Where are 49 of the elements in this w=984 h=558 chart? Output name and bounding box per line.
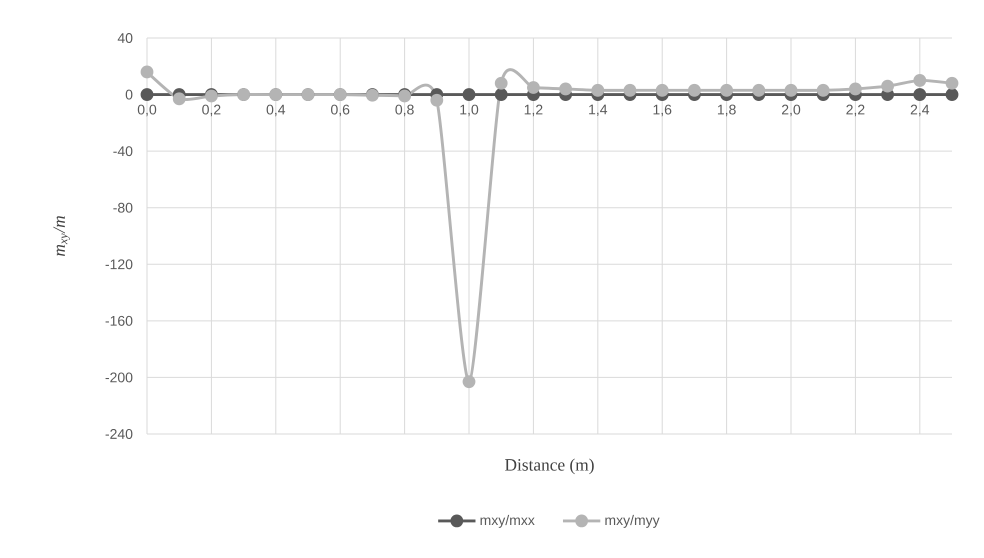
x-tick-label: 0,2: [202, 104, 220, 116]
point: [913, 74, 926, 87]
x-tick-label: 0,8: [395, 104, 414, 116]
point: [624, 84, 636, 97]
x-tick-label: 1,8: [718, 104, 736, 116]
x-tick-label: 0,0: [138, 104, 156, 116]
legend-label: mxy/mxx: [480, 514, 535, 528]
y-tick-label: 40: [118, 33, 132, 43]
point: [462, 375, 476, 388]
x-tick-label: 2,2: [846, 104, 864, 116]
x-tick-label: 1,0: [460, 104, 478, 116]
point: [784, 84, 798, 97]
legend-label: mxy/myy: [605, 514, 660, 528]
y-axis-title: m$_{xy}$/m: [53, 216, 70, 256]
y-tick-label: -120: [106, 259, 132, 270]
point: [494, 76, 508, 90]
point: [559, 82, 572, 96]
y-tick-label: -160: [106, 316, 132, 326]
point: [656, 84, 669, 97]
y-tick-label: -240: [106, 429, 132, 439]
x-tick-label: 0,4: [266, 104, 286, 116]
point: [527, 81, 540, 94]
point: [140, 88, 154, 101]
point: [172, 92, 186, 106]
point: [946, 88, 958, 101]
point: [720, 84, 734, 97]
y-tick-label: -80: [113, 202, 132, 213]
point: [462, 88, 476, 101]
x-axis-title: Distance (m): [505, 458, 594, 474]
y-tick-label: 0: [126, 90, 132, 100]
point: [591, 84, 604, 97]
point: [849, 82, 862, 96]
point: [430, 94, 444, 107]
x-tick-label: 0,6: [331, 104, 350, 116]
x-tick-label: 2,4: [910, 104, 930, 116]
point: [816, 84, 830, 97]
x-tick-label: 1,6: [654, 104, 672, 116]
point: [494, 88, 508, 101]
point: [752, 84, 766, 97]
x-tick-label: 2,0: [782, 104, 800, 116]
point: [913, 88, 926, 101]
y-tick-label: -200: [106, 372, 132, 382]
point: [881, 80, 894, 92]
point: [140, 66, 154, 78]
point: [946, 76, 958, 90]
point: [688, 84, 701, 97]
x-tick-label: 1,4: [589, 104, 608, 116]
y-tick-label: -40: [113, 146, 132, 156]
x-tick-label: 1,2: [524, 104, 542, 116]
